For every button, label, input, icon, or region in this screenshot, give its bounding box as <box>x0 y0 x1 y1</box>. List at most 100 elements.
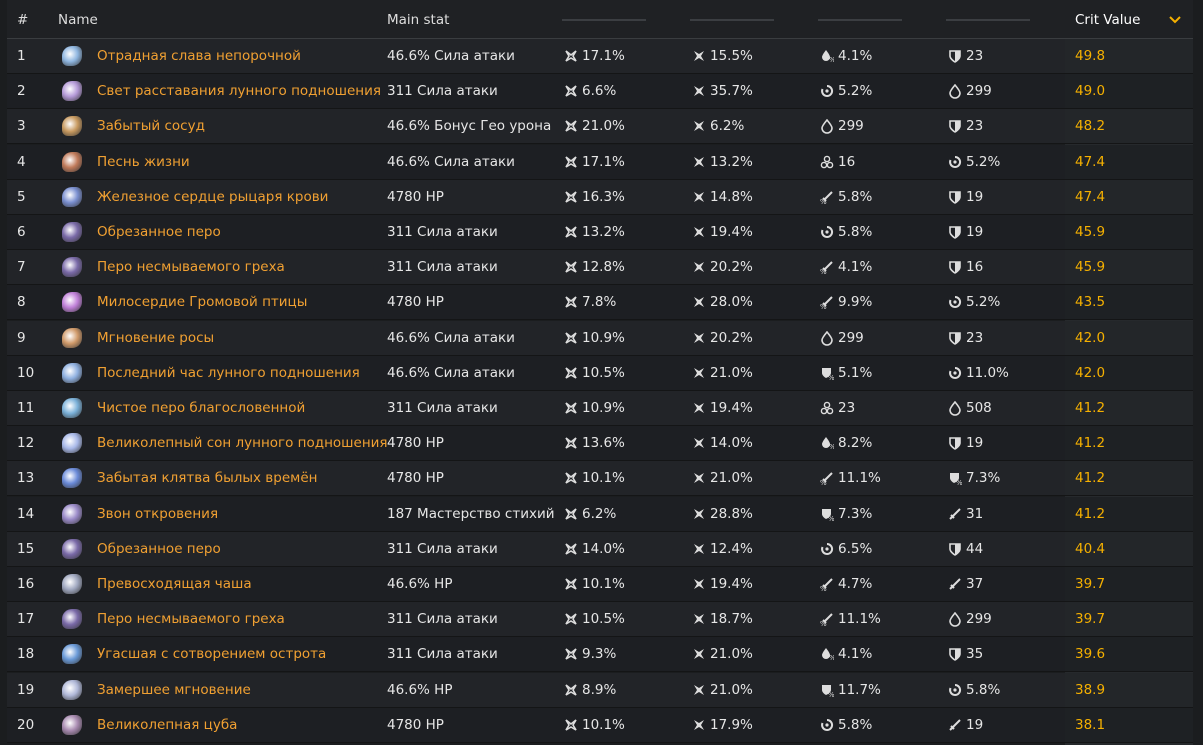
substat: 299 <box>966 83 992 100</box>
table-row[interactable]: 6 Обрезанное перо 311 Сила атаки 13.2% 19.4%… <box>7 215 1193 250</box>
item-icon <box>62 116 82 137</box>
artifact-name: Угасшая с сотворением острота <box>97 646 327 663</box>
stat-icon: % <box>820 578 833 592</box>
table-row[interactable]: 1 Отрадная слава непорочной 46.6% Сила ата… <box>7 39 1193 74</box>
table-row[interactable]: 14 Звон откровения 187 Мастерство стихий 6.… <box>7 496 1193 532</box>
stat-icon <box>694 719 704 730</box>
header-substat[interactable] <box>818 19 902 21</box>
substat: 31 <box>966 505 984 522</box>
table-row[interactable]: 19 Замершее мгновение 46.6% HP 8.9% 21.0%% 11… <box>7 672 1193 708</box>
table-row[interactable]: 2 Свет расставания лунного подношения 311 … <box>7 74 1193 110</box>
rank: 6 <box>17 224 26 240</box>
substat: 5.8% <box>838 716 873 733</box>
svg-text:%: % <box>829 654 834 662</box>
item-icon <box>62 81 82 102</box>
main-stat: 311 Сила атаки <box>387 646 498 663</box>
item-icon <box>62 433 82 454</box>
item-icon <box>62 714 82 735</box>
header-rank: # <box>17 12 29 28</box>
substat: 5.1% <box>838 364 873 381</box>
sort-chevron[interactable] <box>1168 13 1182 27</box>
stat-icon <box>821 119 833 135</box>
crit-value: 41.2 <box>1075 470 1106 487</box>
table-row[interactable]: 7 Перо несмываемого греха 311 Сила атаки 12… <box>7 250 1193 286</box>
crit-value: 42.0 <box>1075 364 1106 381</box>
substat: 11.1% <box>838 470 881 487</box>
table-row[interactable]: 3 Забытый сосуд 46.6% Бонус Гео урона 21.0%… <box>7 109 1193 145</box>
table-row[interactable]: 10 Последний час лунного подношения 46.6% … <box>7 355 1193 391</box>
table-row[interactable]: 17 Перо несмываемого греха 311 Сила атаки 1… <box>7 602 1193 638</box>
table-row[interactable]: 15 Обрезанное перо 311 Сила атаки 14.0% 12.4… <box>7 531 1193 567</box>
substat: 13.2% <box>582 224 625 240</box>
item-icon <box>62 503 82 524</box>
header-substat[interactable] <box>562 19 646 21</box>
rank: 16 <box>17 576 35 592</box>
table-row[interactable]: 8 Милосердие Громовой птицы 4780 HP 7.8% 28.… <box>7 285 1193 321</box>
header-main-stat[interactable]: Main stat <box>387 12 450 28</box>
artifact-name: Превосходящая чаша <box>97 576 252 592</box>
stat-icon <box>949 683 962 696</box>
stat-icon <box>565 155 577 168</box>
header-substat[interactable] <box>690 19 774 21</box>
item-icon <box>62 186 82 207</box>
substat: 12.8% <box>582 259 625 276</box>
substat: 13.6% <box>582 435 625 452</box>
table-row[interactable]: 11 Чистое перо благословенной 311 Сила ата… <box>7 391 1193 426</box>
stat-icon <box>694 262 704 273</box>
svg-text:%: % <box>829 56 834 64</box>
svg-text:%: % <box>956 479 962 486</box>
table-row[interactable]: 9 Мгновение росы 46.6% Сила атаки 10.9% 20.2… <box>7 320 1193 356</box>
stat-icon <box>949 50 961 63</box>
stat-icon <box>565 683 577 696</box>
stat-icon <box>565 437 577 449</box>
svg-text:%: % <box>820 303 827 310</box>
crit-value: 47.4 <box>1075 153 1106 170</box>
table-row[interactable]: 13 Забытая клятва былых времён 4780 HP 10.1… <box>7 461 1193 497</box>
stat-icon <box>821 225 834 238</box>
artifact-name: Обрезанное перо <box>97 224 221 240</box>
rank: 1 <box>17 48 26 64</box>
stat-icon: % <box>822 508 834 522</box>
table-row[interactable]: 5 Железное сердце рыцаря крови 4780 HP 16.3… <box>7 179 1193 215</box>
artifact-name: Замершее мгновение <box>97 681 251 698</box>
stat-icon: % <box>822 437 834 451</box>
substat: 17.1% <box>582 48 625 64</box>
substat: 19 <box>966 435 984 452</box>
substat: 18.7% <box>710 611 753 628</box>
artifact-name: Милосердие Громовой птицы <box>97 294 308 311</box>
stat-icon <box>694 227 704 237</box>
substat: 21.0% <box>710 470 753 487</box>
header-substat[interactable] <box>946 19 1030 21</box>
substat: 4.7% <box>838 576 873 592</box>
table-row[interactable]: 12 Великолепный сон лунного подношения 478… <box>7 426 1193 462</box>
substat: 21.0% <box>710 681 753 698</box>
table-row[interactable]: 16 Превосходящая чаша 46.6% HP 10.1% 19.4%% 4… <box>7 567 1193 602</box>
stat-icon <box>565 367 577 379</box>
stat-icon <box>949 190 961 204</box>
header-crit-value[interactable]: Crit Value <box>1075 12 1141 28</box>
svg-text:%: % <box>820 585 827 592</box>
substat: 299 <box>966 611 992 628</box>
stat-icon <box>949 331 961 345</box>
rank: 15 <box>17 540 35 557</box>
artifact-name: Великолепный сон лунного подношения <box>97 435 388 452</box>
table-row[interactable]: 20 Великолепная цуба 4780 HP 10.1% 17.9% 5.8%… <box>7 707 1193 743</box>
header-name[interactable]: Name <box>58 12 98 28</box>
table-row[interactable]: 4 Песнь жизни 46.6% Сила атаки 17.1% 13.2% 16… <box>7 144 1193 180</box>
artifact-name: Железное сердце рыцаря крови <box>97 188 329 205</box>
stat-icon <box>565 120 577 133</box>
substat: 10.1% <box>582 576 625 592</box>
svg-text:%: % <box>820 198 827 205</box>
stat-icon <box>820 155 834 168</box>
crit-value: 38.1 <box>1075 716 1106 733</box>
substat: 5.8% <box>838 224 873 240</box>
main-stat: 46.6% Сила атаки <box>387 48 515 64</box>
crit-value: 42.0 <box>1075 329 1106 346</box>
substat: 12.4% <box>710 540 753 557</box>
main-stat: 46.6% HP <box>387 576 453 592</box>
table-row[interactable]: 18 Угасшая с сотворением острота 311 Сила … <box>7 637 1193 673</box>
substat: 19.4% <box>710 400 753 416</box>
stat-icon: % <box>820 261 833 275</box>
artifact-name: Забытая клятва былых времён <box>97 470 318 487</box>
